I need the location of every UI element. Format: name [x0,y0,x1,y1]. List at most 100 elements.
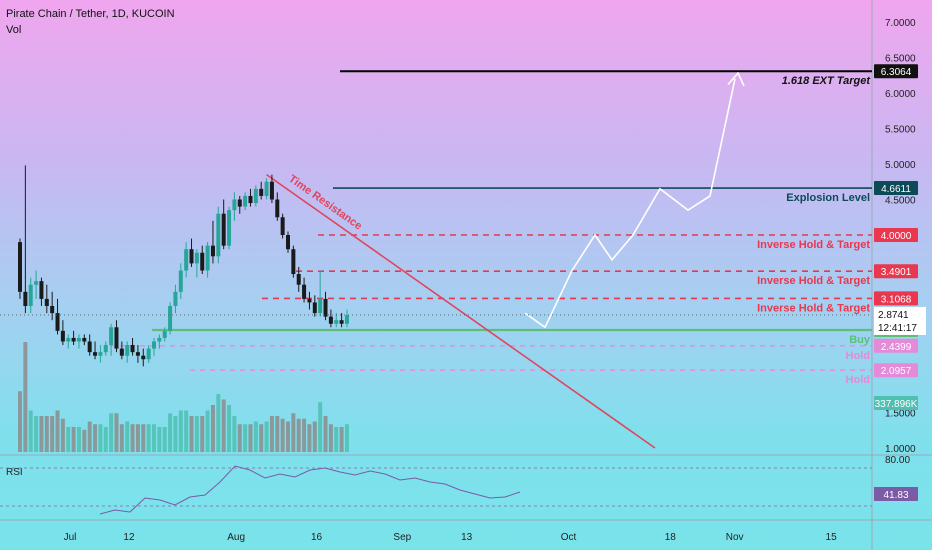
volume-bar [66,427,71,452]
candle-body [194,252,199,264]
volume-bar [146,424,151,452]
candle-body [227,210,232,246]
level-price-tag-bg [874,291,918,306]
current-price-label: 2.8741 [878,310,909,321]
x-tick-label: 12 [123,532,135,543]
volume-bar [184,410,189,452]
x-tick-label: Aug [227,532,245,543]
candle-body [44,298,49,306]
level-label: Hold [846,350,870,362]
x-tick-label: 18 [665,532,677,543]
volume-bar [125,421,130,452]
candle-body [291,249,296,275]
rsi-value-label: 41.83 [883,490,908,501]
volume-bar [60,418,65,452]
volume-bar [18,391,22,452]
rsi-label: RSI [6,467,23,478]
candle-body [66,337,71,342]
volume-label: Vol [6,24,22,36]
candle-body [286,235,290,250]
level-price-tag: 3.4901 [881,267,912,278]
level-price-tag-bg [874,181,918,196]
volume-bar [141,424,146,452]
volume-bar [152,424,156,452]
volume-bar [253,421,258,452]
volume-bar [98,424,103,452]
candle-body [312,302,317,314]
volume-bar [130,424,135,452]
candle-body [344,315,349,324]
candle-body [146,348,151,360]
candle-body [232,199,237,211]
candle-body [178,270,183,292]
candle-body [135,352,140,356]
x-tick-label: 13 [461,532,473,543]
volume-bar [216,394,221,452]
volume-bar [82,429,87,452]
volume-bar [178,410,183,452]
volume-bar [237,424,242,452]
level-price-tag-bg [874,228,918,242]
candle-body [98,352,103,356]
volume-bar [307,424,312,452]
volume-bar [210,405,215,452]
level-label: Inverse Hold & Target [757,275,870,287]
volume-bar [173,416,178,452]
candle-body [237,199,242,207]
volume-bar [28,410,33,452]
volume-bar [221,399,226,452]
volume-bar [135,424,140,452]
candle-body [253,188,258,204]
candle-body [259,188,264,196]
candle-body [162,330,167,338]
volume-bar [264,421,269,452]
candle-body [18,242,22,292]
candle-body [71,337,76,342]
candle-body [109,327,114,346]
current-price-bg [874,306,926,335]
volume-bar [232,416,237,452]
volume-bar [205,410,210,452]
volume-bar [71,427,76,452]
level-label: Hold [846,374,870,386]
candle-body [119,348,124,356]
candle-body [216,213,221,257]
y-tick-label: 4.5000 [885,196,916,207]
volume-bar [328,424,333,452]
chart-header: Pirate Chain / Tether, 1D, KUCOIN Vol [6,6,175,38]
volume-bar [168,413,173,452]
level-label: 1.618 EXT Target [782,75,872,87]
candle-body [248,195,253,204]
rsi-scale-label: 80.00 [885,455,910,466]
candle-body [280,217,285,235]
volume-bar [280,418,285,452]
y-tick-label: 6.0000 [885,89,916,100]
volume-bar [103,427,108,452]
candle-body [318,298,323,314]
candle-body [296,274,301,285]
candle-body [269,181,274,200]
candle-body [157,337,162,342]
volume-bar [50,416,55,452]
candle-body [323,298,328,317]
candle-body [200,252,205,271]
y-tick-label: 1.0000 [885,444,916,455]
volume-bar [23,342,28,452]
volume-bar [318,402,323,452]
x-tick-label: Nov [726,532,744,543]
candle-body [243,195,248,207]
volume-bar [109,413,114,452]
level-price-tag-bg [874,264,918,279]
volume-bar [344,424,349,452]
time-resistance-line [266,173,656,449]
volume-bar [323,416,328,452]
volume-bar [275,416,280,452]
time-resistance-label: Time Resistance [286,173,364,233]
candle-body [334,320,339,324]
countdown-label: 12:41:17 [878,323,917,334]
volume-bar [119,424,124,452]
level-price-tag: 4.6611 [881,184,911,195]
level-price-tag: 3.1068 [881,294,912,305]
candle-body [125,345,130,356]
